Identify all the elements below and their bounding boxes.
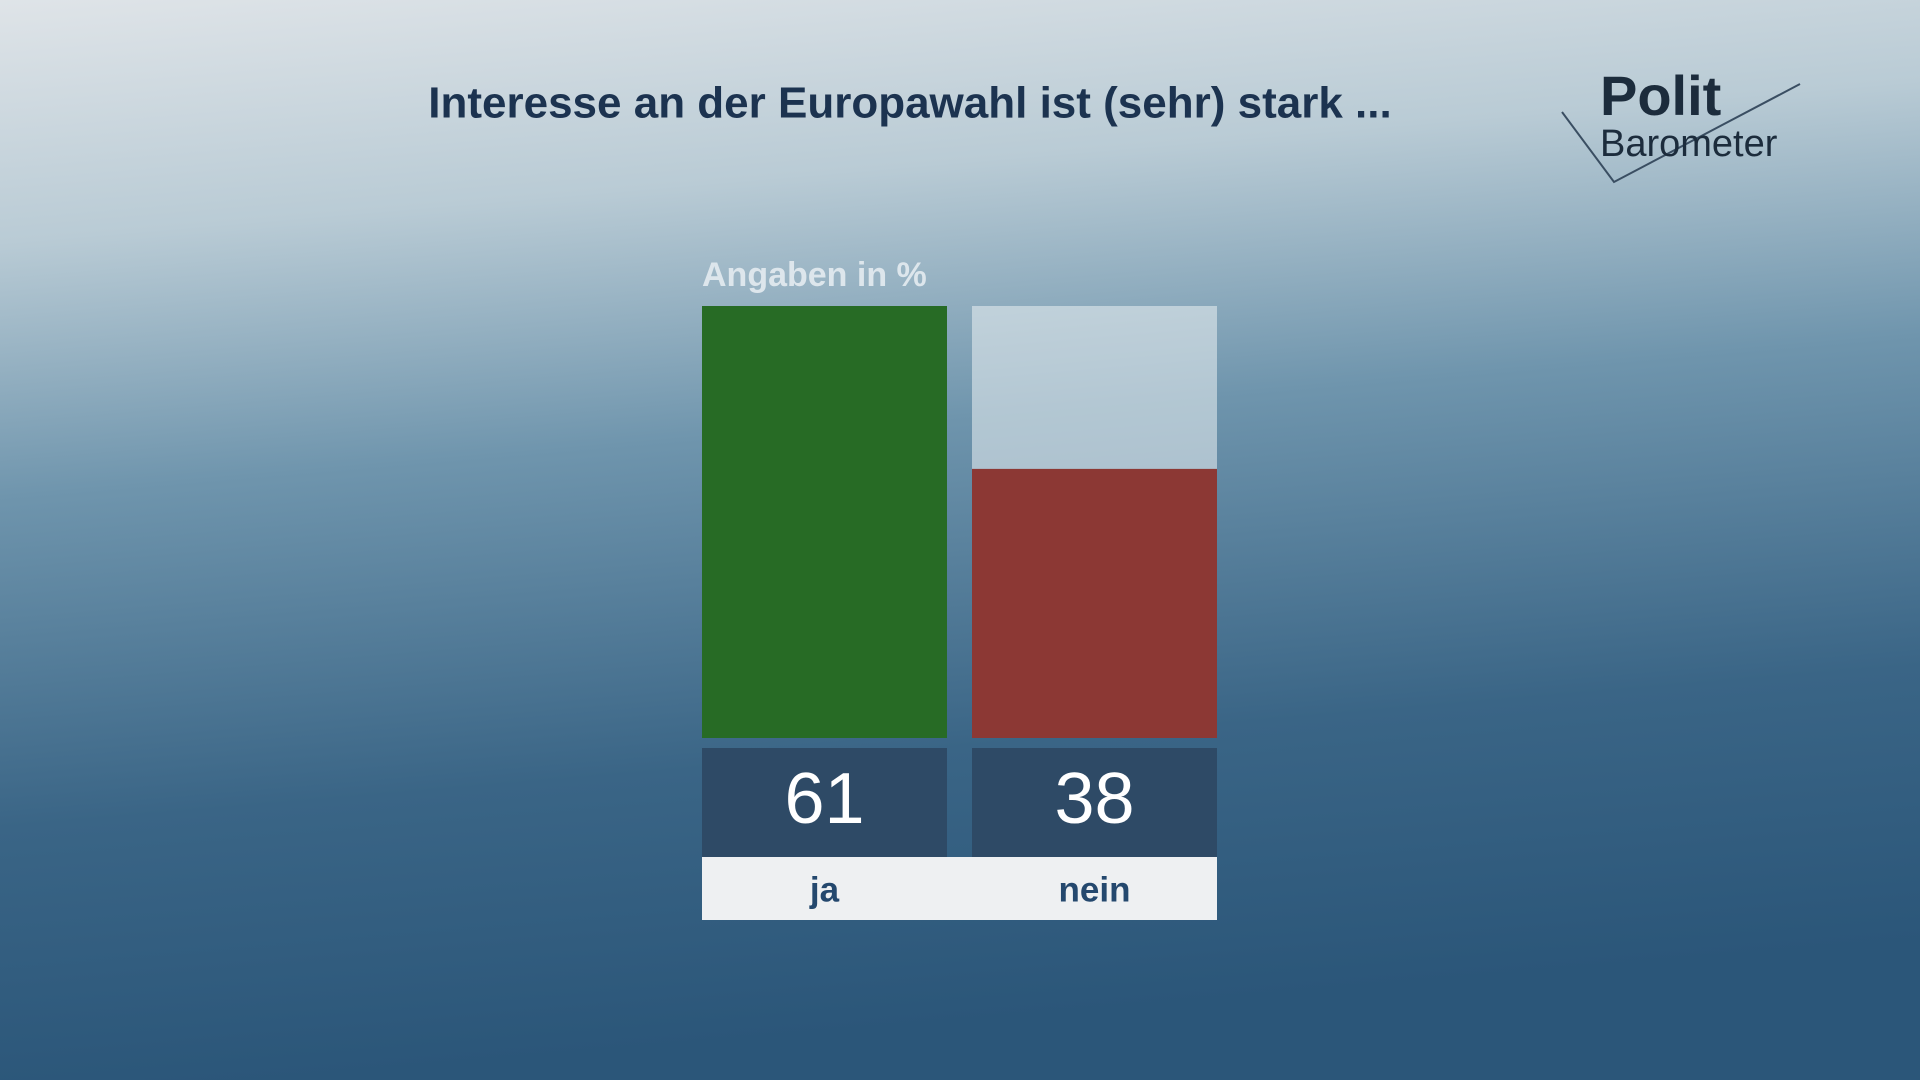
value-label: 38	[1054, 759, 1134, 839]
value-box	[702, 748, 947, 857]
x-tick-label: ja	[809, 870, 840, 909]
chart-title: Interesse an der Europawahl ist (sehr) s…	[428, 79, 1391, 128]
logo-text: Barometer	[1600, 123, 1778, 165]
bar	[972, 468, 1217, 738]
value-label: 61	[784, 759, 864, 839]
x-tick-label: nein	[1059, 870, 1131, 909]
value-box	[972, 748, 1217, 857]
logo: Polit Barometer	[1561, 64, 1801, 184]
logo-text: Polit	[1600, 64, 1721, 127]
bar	[702, 306, 947, 738]
chart-subtitle: Angaben in %	[702, 256, 927, 294]
logo-check	[1561, 83, 1801, 184]
label-strip	[702, 857, 1217, 920]
